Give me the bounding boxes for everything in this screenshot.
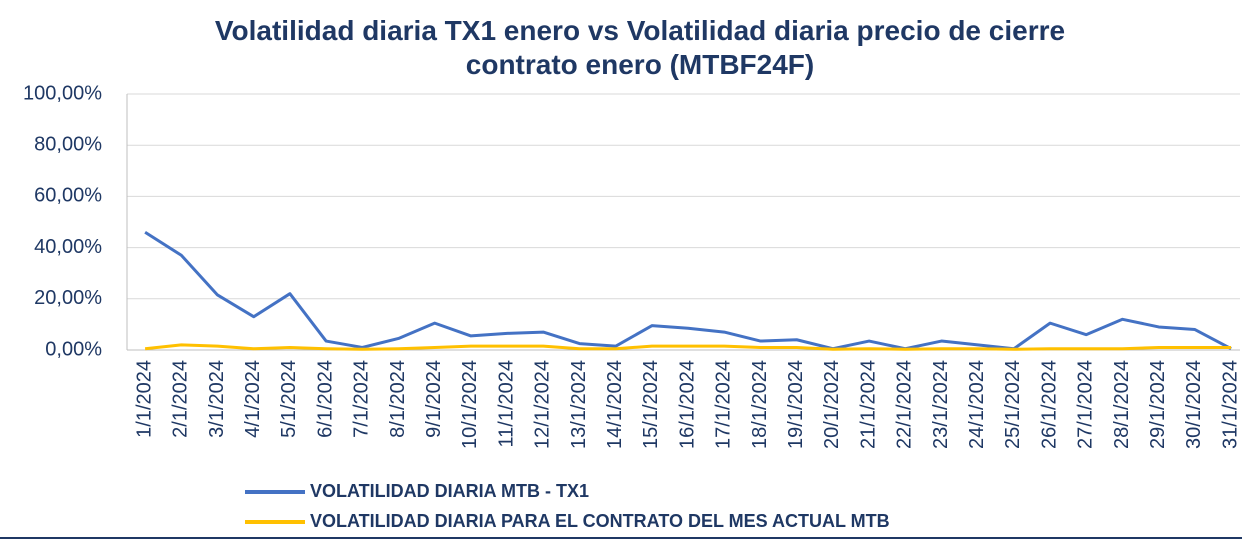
- x-tick-label: 19/1/2024: [785, 360, 807, 449]
- x-tick-label: 22/1/2024: [894, 360, 916, 449]
- x-tick-label: 15/1/2024: [640, 360, 662, 449]
- chart-title: Volatilidad diaria TX1 enero vs Volatili…: [214, 15, 1066, 80]
- legend-label: VOLATILIDAD DIARIA MTB - TX1: [310, 481, 589, 501]
- series-line: [144, 230, 1232, 351]
- y-tick-label: 60,00%: [34, 185, 102, 207]
- x-tick-label: 20/1/2024: [821, 360, 843, 449]
- x-tick-label: 23/1/2024: [930, 360, 952, 449]
- x-tick-label: 12/1/2024: [532, 360, 554, 449]
- x-tick-label: 27/1/2024: [1075, 360, 1097, 449]
- x-tick-label: 29/1/2024: [1147, 360, 1169, 449]
- x-tick-label: 9/1/2024: [423, 360, 445, 438]
- x-tick-label: 24/1/2024: [966, 360, 988, 449]
- x-tick-label: 5/1/2024: [278, 360, 300, 438]
- x-tick-label: 6/1/2024: [314, 360, 336, 438]
- y-tick-label: 100,00%: [23, 82, 102, 104]
- x-tick-label: 2/1/2024: [170, 360, 192, 438]
- x-tick-label: 31/1/2024: [1219, 360, 1241, 449]
- x-tick-label: 14/1/2024: [604, 360, 626, 449]
- x-tick-label: 25/1/2024: [1002, 360, 1024, 449]
- x-tick-label: 17/1/2024: [713, 360, 735, 449]
- x-tick-label: 11/1/2024: [495, 360, 517, 448]
- x-tick-label: 10/1/2024: [459, 360, 481, 449]
- x-tick-label: 21/1/2024: [857, 360, 879, 449]
- x-tick-label: 1/1/2024: [133, 360, 155, 438]
- y-tick-label: 0,00%: [45, 338, 102, 360]
- y-tick-label: 20,00%: [34, 287, 102, 309]
- x-tick-label: 28/1/2024: [1111, 360, 1133, 449]
- x-tick-label: 16/1/2024: [676, 360, 698, 449]
- y-tick-label: 40,00%: [34, 236, 102, 258]
- x-tick-label: 4/1/2024: [242, 360, 264, 438]
- x-tick-label: 3/1/2024: [206, 360, 228, 438]
- series-line: [144, 343, 1232, 351]
- x-tick-label: 26/1/2024: [1038, 360, 1060, 449]
- legend-label: VOLATILIDAD DIARIA PARA EL CONTRATO DEL …: [310, 511, 890, 531]
- x-tick-label: 8/1/2024: [387, 360, 409, 438]
- x-tick-label: 7/1/2024: [351, 360, 373, 438]
- y-tick-label: 80,00%: [34, 133, 102, 155]
- x-tick-label: 13/1/2024: [568, 360, 590, 449]
- x-tick-label: 18/1/2024: [749, 360, 771, 449]
- x-tick-label: 30/1/2024: [1183, 360, 1205, 449]
